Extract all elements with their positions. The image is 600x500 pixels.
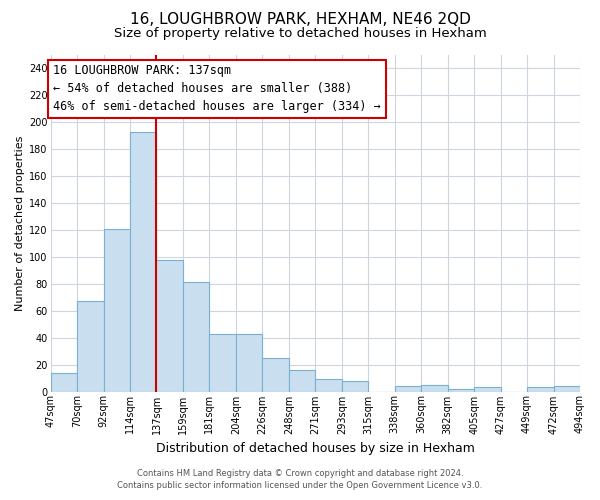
Text: 16 LOUGHBROW PARK: 137sqm
← 54% of detached houses are smaller (388)
46% of semi: 16 LOUGHBROW PARK: 137sqm ← 54% of detac…	[53, 64, 381, 114]
Bar	[315, 380, 342, 392]
Bar	[77, 302, 104, 392]
Bar	[130, 132, 157, 392]
Text: 16, LOUGHBROW PARK, HEXHAM, NE46 2QD: 16, LOUGHBROW PARK, HEXHAM, NE46 2QD	[130, 12, 470, 28]
Y-axis label: Number of detached properties: Number of detached properties	[15, 136, 25, 311]
Bar	[209, 334, 236, 392]
Bar	[527, 388, 554, 392]
Bar	[50, 372, 77, 392]
Bar	[474, 388, 500, 392]
Text: Size of property relative to detached houses in Hexham: Size of property relative to detached ho…	[113, 28, 487, 40]
Bar	[342, 380, 368, 392]
Bar	[554, 386, 580, 392]
X-axis label: Distribution of detached houses by size in Hexham: Distribution of detached houses by size …	[156, 442, 475, 455]
Bar	[289, 370, 315, 392]
Bar	[104, 228, 130, 392]
Bar	[157, 260, 183, 392]
Bar	[448, 389, 474, 392]
Bar	[395, 386, 421, 392]
Text: Contains HM Land Registry data © Crown copyright and database right 2024.
Contai: Contains HM Land Registry data © Crown c…	[118, 468, 482, 490]
Bar	[262, 358, 289, 392]
Bar	[421, 385, 448, 392]
Bar	[236, 334, 262, 392]
Bar	[183, 282, 209, 392]
